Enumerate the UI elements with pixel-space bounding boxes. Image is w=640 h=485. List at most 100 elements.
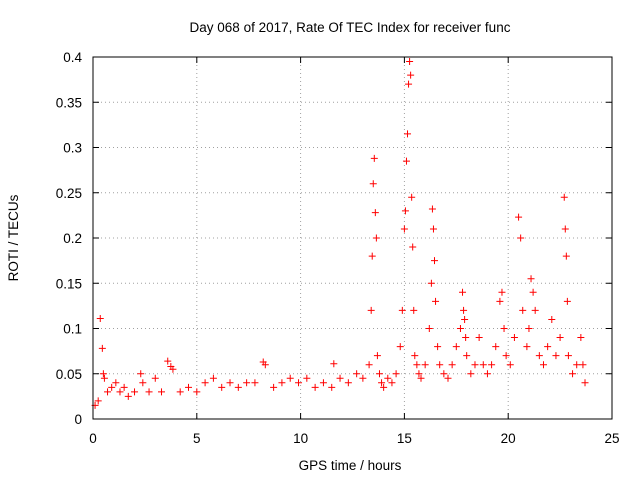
- data-point: [371, 209, 379, 217]
- data-point: [525, 325, 533, 332]
- data-point: [500, 325, 508, 332]
- data-point: [344, 379, 352, 387]
- chart-title: Day 068 of 2017, Rate Of TEC Index for r…: [190, 20, 511, 35]
- data-point: [459, 288, 467, 296]
- data-point: [131, 388, 139, 396]
- data-point: [120, 383, 128, 391]
- data-point: [108, 383, 116, 391]
- data-point: [209, 374, 217, 382]
- data-point: [569, 370, 577, 378]
- data-point: [411, 352, 419, 360]
- y-tick-label: 0.2: [63, 231, 82, 246]
- data-point: [434, 343, 442, 351]
- data-point: [510, 334, 518, 342]
- data-point: [425, 325, 433, 332]
- data-point: [463, 352, 471, 360]
- data-point: [460, 306, 468, 314]
- data-point: [452, 343, 460, 351]
- data-point: [243, 379, 251, 387]
- data-point: [112, 379, 120, 387]
- data-point: [496, 297, 504, 305]
- data-point: [427, 279, 435, 287]
- data-point: [421, 361, 429, 369]
- data-point: [527, 275, 535, 283]
- data-point: [429, 225, 437, 233]
- data-point: [380, 383, 388, 391]
- data-point: [116, 388, 124, 396]
- data-point: [560, 193, 568, 201]
- data-point: [151, 374, 159, 382]
- data-point: [139, 379, 147, 387]
- data-point: [319, 379, 327, 387]
- data-point: [251, 379, 259, 387]
- data-point: [365, 361, 373, 369]
- data-point: [303, 374, 311, 382]
- data-point: [406, 58, 414, 66]
- data-point: [201, 379, 209, 387]
- data-point: [311, 383, 319, 391]
- data-point: [409, 243, 417, 251]
- data-point: [519, 306, 527, 314]
- x-tick-label: 25: [604, 431, 619, 446]
- data-point: [415, 370, 423, 378]
- data-point: [552, 352, 560, 360]
- data-point: [417, 374, 425, 382]
- x-tick-label: 5: [193, 431, 201, 446]
- data-point: [193, 388, 201, 396]
- data-point: [428, 205, 436, 213]
- data-point: [158, 388, 166, 396]
- data-point: [184, 383, 192, 391]
- data-point: [359, 374, 367, 382]
- data-point: [388, 379, 396, 387]
- data-point: [413, 361, 421, 369]
- data-point: [467, 370, 475, 378]
- data-point: [544, 343, 552, 351]
- data-point: [367, 306, 375, 314]
- data-point: [384, 374, 392, 382]
- x-tick-label: 20: [501, 431, 516, 446]
- data-point: [461, 315, 469, 323]
- data-point: [483, 370, 491, 378]
- data-point: [440, 370, 448, 378]
- data-point: [444, 374, 452, 382]
- data-point: [405, 80, 413, 88]
- data-point: [336, 374, 344, 382]
- data-point: [295, 379, 303, 387]
- data-point: [98, 344, 106, 352]
- y-tick-label: 0.05: [56, 367, 82, 382]
- data-point: [400, 225, 408, 233]
- data-point: [278, 379, 286, 387]
- data-point: [407, 71, 415, 79]
- data-point: [396, 343, 404, 351]
- data-point: [218, 383, 226, 391]
- y-tick-label: 0.25: [56, 186, 82, 201]
- data-points: [91, 58, 589, 409]
- y-tick-label: 0.1: [63, 322, 82, 337]
- data-point: [517, 234, 525, 242]
- data-point: [328, 383, 336, 391]
- data-point: [471, 361, 479, 369]
- data-point: [548, 315, 556, 323]
- data-point: [368, 252, 376, 260]
- data-point: [515, 213, 523, 221]
- y-tick-label: 0.4: [63, 50, 82, 65]
- data-point: [436, 361, 444, 369]
- data-point: [176, 388, 184, 396]
- y-tick-label: 0.3: [63, 141, 82, 156]
- data-point: [402, 157, 410, 165]
- data-point: [137, 370, 145, 378]
- data-point: [408, 193, 416, 201]
- data-point: [488, 361, 496, 369]
- data-point: [462, 334, 470, 342]
- data-point: [94, 397, 102, 405]
- data-point: [523, 343, 531, 351]
- data-point: [564, 352, 572, 360]
- y-tick-label: 0: [74, 412, 82, 427]
- data-point: [479, 361, 487, 369]
- data-point: [398, 306, 406, 314]
- data-point: [373, 352, 381, 360]
- data-point: [353, 370, 361, 378]
